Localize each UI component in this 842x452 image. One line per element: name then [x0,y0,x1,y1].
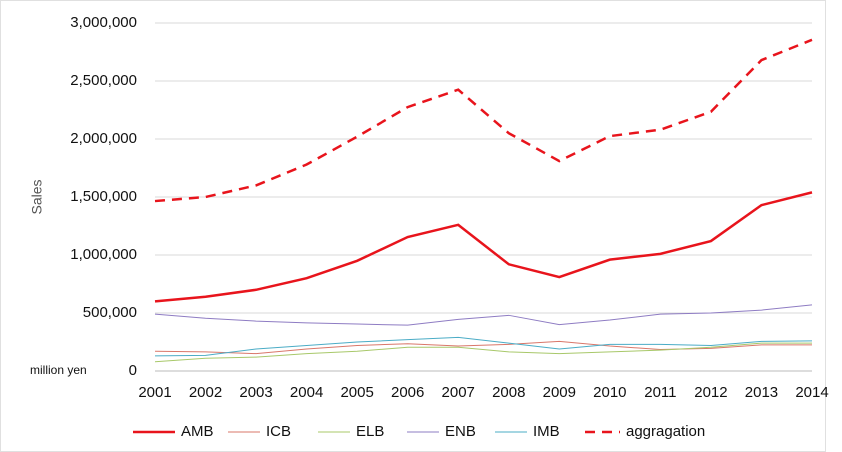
y-tick-label: 1,000,000 [70,246,137,263]
x-tick-label: 2014 [795,384,828,401]
y-tick-label: 2,000,000 [70,130,137,147]
y-tick-label: 3,000,000 [70,14,137,31]
legend-label: ELB [356,423,384,440]
x-tick-label: 2004 [290,384,323,401]
y-tick-label: 0 [129,362,137,379]
legend-label: aggragation [626,423,705,440]
legend-label: IMB [533,423,560,440]
x-tick-label: 2001 [138,384,171,401]
y-tick-label: 2,500,000 [70,72,137,89]
x-tick-label: 2009 [543,384,576,401]
y-tick-label: 500,000 [83,304,137,321]
legend-label: AMB [181,423,214,440]
series-line [154,342,812,363]
legend-label: ENB [445,423,476,440]
y-axis-label: Sales [29,179,45,214]
series-line [154,191,813,303]
series-line [154,38,813,203]
x-tick-label: 2003 [239,384,272,401]
series-line [154,304,813,326]
x-tick-label: 2007 [442,384,475,401]
y-tick-label: 1,500,000 [70,188,137,205]
legend-label: ICB [266,423,291,440]
x-tick-label: 2010 [593,384,626,401]
x-tick-label: 2006 [391,384,424,401]
x-tick-label: 2013 [745,384,778,401]
x-tick-label: 2008 [492,384,525,401]
unit-note: million yen [30,363,87,377]
x-tick-label: 2012 [694,384,727,401]
x-tick-label: 2002 [189,384,222,401]
x-tick-label: 2005 [340,384,373,401]
x-tick-label: 2011 [644,384,676,401]
series-line [154,340,812,355]
series-line [154,336,813,357]
